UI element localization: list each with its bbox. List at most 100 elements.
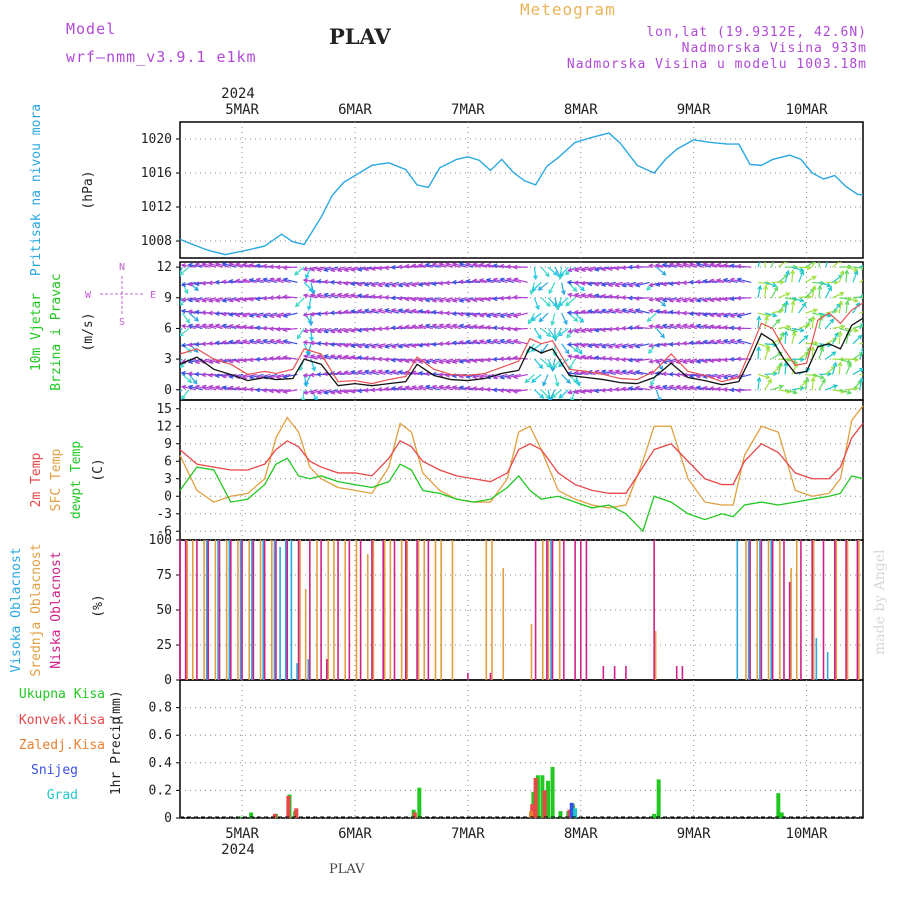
wind-vector-head bbox=[180, 323, 187, 329]
wind-vector bbox=[324, 389, 339, 394]
wind-vector bbox=[568, 293, 583, 299]
wind-vector bbox=[649, 386, 664, 391]
wind-vector-head bbox=[791, 330, 797, 337]
wind-vector bbox=[558, 327, 569, 337]
wind-vector-head bbox=[336, 280, 342, 286]
wind-vector-head bbox=[194, 316, 200, 322]
y-tick-label: 0 bbox=[164, 811, 172, 826]
wind-vector-head bbox=[656, 397, 662, 400]
wind-vector-head bbox=[207, 310, 213, 316]
wind-vector-head bbox=[550, 320, 556, 327]
wind-vector-head bbox=[722, 374, 729, 380]
wind-vector bbox=[507, 312, 522, 318]
wind-vector-head bbox=[558, 393, 564, 399]
wind-vector bbox=[453, 324, 467, 330]
wind-vector-head bbox=[492, 277, 498, 283]
wind-vector-head bbox=[404, 308, 410, 314]
wind-vector-head bbox=[305, 273, 310, 280]
wind-vector-head bbox=[512, 388, 518, 394]
wind-vector bbox=[656, 385, 671, 391]
wind-vector-head bbox=[506, 338, 512, 344]
wind-vector-head bbox=[681, 310, 687, 316]
wind-vector bbox=[384, 358, 400, 361]
wind-vector-head bbox=[607, 356, 613, 362]
wind-vector bbox=[392, 309, 406, 314]
wind-vector-head bbox=[437, 372, 444, 378]
wind-vector-head bbox=[275, 313, 282, 319]
wind-vector bbox=[466, 325, 481, 330]
wind-vector-head bbox=[722, 357, 728, 363]
wind-vector-head bbox=[783, 300, 789, 306]
precip-conv-bar bbox=[542, 790, 547, 818]
wind-vector bbox=[358, 266, 373, 271]
date-label-bottom: 5MAR bbox=[225, 826, 259, 842]
wind-vector-head bbox=[682, 323, 688, 329]
y-tick-label: 15 bbox=[156, 402, 172, 417]
wind-vector bbox=[805, 262, 816, 268]
wind-vector-head bbox=[465, 297, 471, 303]
wind-vector bbox=[188, 312, 199, 322]
wind-vector bbox=[696, 280, 711, 284]
wind-vector-head bbox=[323, 267, 329, 273]
wind-vector bbox=[784, 331, 787, 344]
wind-vector-head bbox=[661, 262, 667, 268]
wind-vector-head bbox=[772, 282, 778, 288]
wind-vector bbox=[540, 389, 550, 399]
wind-vector bbox=[412, 325, 427, 330]
wind-vector bbox=[845, 270, 848, 283]
wind-vector-head bbox=[709, 358, 715, 364]
wind-vector bbox=[628, 358, 643, 361]
wind-vector bbox=[351, 294, 366, 299]
wind-vector-head bbox=[539, 393, 545, 399]
wind-vector-head bbox=[846, 389, 853, 395]
wind-vector bbox=[270, 339, 285, 345]
precip-total-bar bbox=[652, 813, 657, 818]
y-tick-label: 3 bbox=[164, 352, 172, 367]
wind-vector bbox=[473, 312, 488, 317]
wind-vector-head bbox=[417, 308, 424, 314]
wind-vector bbox=[303, 282, 313, 292]
y-tick-label: 3 bbox=[164, 472, 172, 487]
wind-vector-head bbox=[492, 263, 498, 269]
wind-vector bbox=[825, 262, 828, 268]
wind-vector-head bbox=[554, 381, 560, 388]
wind-vector bbox=[357, 281, 373, 286]
wind-vector-head bbox=[634, 358, 640, 363]
wind-vector-head bbox=[756, 376, 762, 382]
wind-vector-head bbox=[832, 337, 838, 343]
wind-vector bbox=[622, 343, 637, 348]
wind-vector bbox=[832, 325, 845, 330]
wind-vector-head bbox=[573, 370, 579, 376]
wind-vector-head bbox=[194, 309, 200, 315]
wind-vector bbox=[825, 351, 836, 360]
dewpt-label: dewpt Temp bbox=[69, 441, 84, 519]
wind-vector-head bbox=[465, 312, 471, 317]
wind-vector-head bbox=[363, 387, 369, 393]
station-elevation: Nadmorska Visina 933m bbox=[681, 41, 867, 56]
wind-vector-head bbox=[579, 317, 585, 323]
precip-total-bar bbox=[550, 766, 555, 818]
wind-vector bbox=[432, 263, 447, 268]
wind-vector-head bbox=[397, 308, 403, 313]
wind-vector bbox=[588, 343, 603, 347]
wind-vector-head bbox=[377, 369, 383, 375]
wind-vector bbox=[818, 262, 820, 268]
wind-vector-head bbox=[627, 386, 633, 391]
wind-vector-head bbox=[214, 262, 221, 267]
wind-vector-head bbox=[458, 323, 464, 329]
wind-vector-head bbox=[614, 265, 620, 271]
wind-vector-head bbox=[187, 371, 193, 377]
wind-vector-head bbox=[478, 278, 485, 283]
wind-vector-head bbox=[566, 310, 572, 316]
wind-vector-head bbox=[350, 293, 356, 298]
wind-vector-head bbox=[593, 327, 600, 333]
wind-vector bbox=[551, 389, 562, 398]
wind-vector bbox=[784, 301, 788, 314]
wind-vector-head bbox=[688, 359, 695, 364]
wind-vector bbox=[784, 270, 789, 283]
wind-vector bbox=[542, 374, 549, 386]
wind-vector-head bbox=[839, 262, 842, 264]
wind-vector-head bbox=[377, 308, 383, 313]
wind-vector-head bbox=[370, 343, 376, 349]
wind-vector-head bbox=[702, 297, 708, 303]
